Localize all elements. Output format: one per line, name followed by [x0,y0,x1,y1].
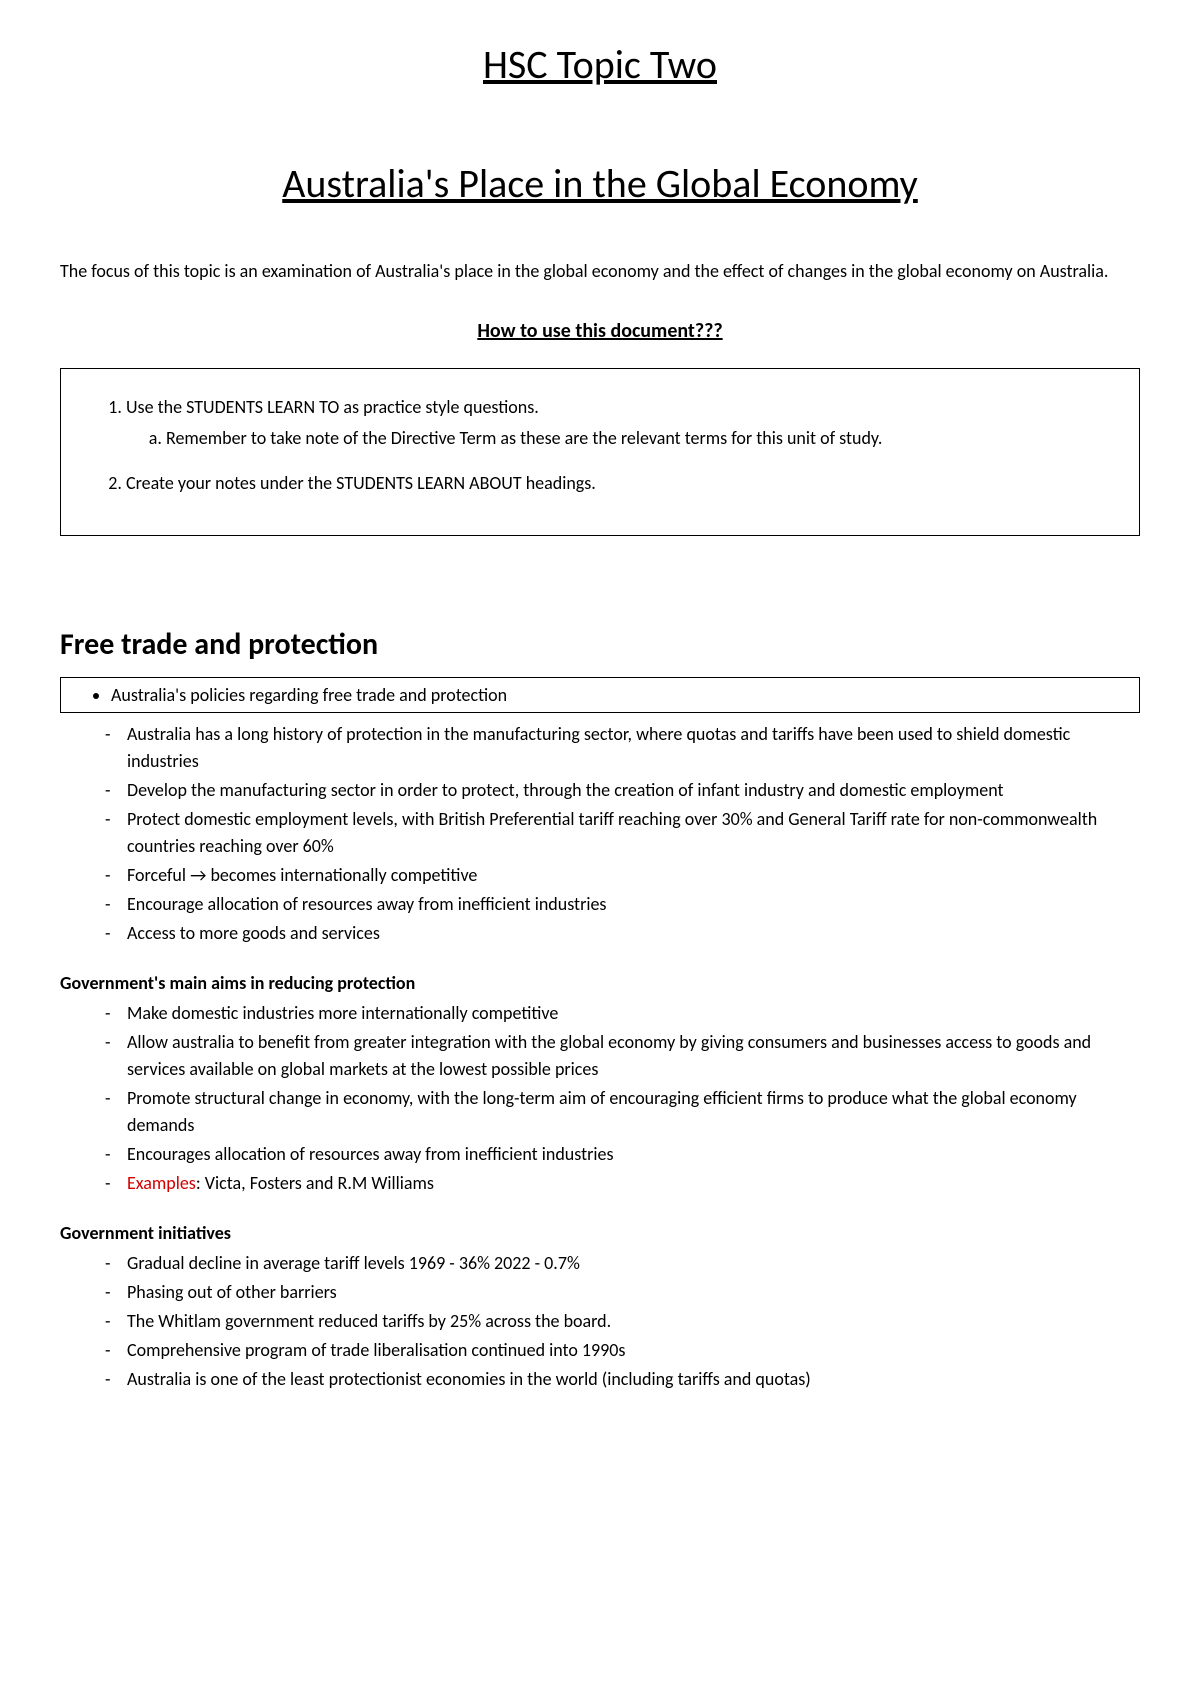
policy-points-list: Australia has a long history of protecti… [60,721,1140,947]
initiatives-heading: Government initiatives [60,1222,1140,1244]
policy-box: Australia's policies regarding free trad… [60,677,1140,713]
list-item: Australia is one of the least protection… [105,1366,1140,1393]
main-title: Australia's Place in the Global Economy [60,159,1140,208]
aims-list: Make domestic industries more internatio… [60,1000,1140,1197]
list-item: Australia has a long history of protecti… [105,721,1140,775]
policy-bullet: Australia's policies regarding free trad… [111,684,1129,706]
list-item: Access to more goods and services [105,920,1140,947]
howto-item-2: Create your notes under the STUDENTS LEA… [126,470,1114,497]
list-item: Encourages allocation of resources away … [105,1141,1140,1168]
initiatives-list: Gradual decline in average tariff levels… [60,1250,1140,1393]
list-item: Encourage allocation of resources away f… [105,891,1140,918]
list-item: The Whitlam government reduced tariffs b… [105,1308,1140,1335]
list-item: Promote structural change in economy, wi… [105,1085,1140,1139]
list-item: Develop the manufacturing sector in orde… [105,777,1140,804]
howto-item-1: Use the STUDENTS LEARN TO as practice st… [126,394,1114,452]
list-item: Phasing out of other barriers [105,1279,1140,1306]
topic-title: HSC Topic Two [60,40,1140,89]
list-item: Allow australia to benefit from greater … [105,1029,1140,1083]
examples-label: Examples [127,1172,196,1194]
intro-paragraph: The focus of this topic is an examinatio… [60,258,1140,284]
list-item: Comprehensive program of trade liberalis… [105,1337,1140,1364]
list-item: Protect domestic employment levels, with… [105,806,1140,860]
howto-heading: How to use this document??? [60,319,1140,343]
howto-item-1-text: Use the STUDENTS LEARN TO as practice st… [126,396,539,418]
aims-heading: Government's main aims in reducing prote… [60,972,1140,994]
howto-box: Use the STUDENTS LEARN TO as practice st… [60,368,1140,536]
list-item-examples: Examples: Victa, Fosters and R.M William… [105,1170,1140,1197]
list-item: Gradual decline in average tariff levels… [105,1250,1140,1277]
examples-text: : Victa, Fosters and R.M Williams [196,1172,434,1194]
list-item: Forceful → becomes internationally compe… [105,862,1140,889]
howto-item-1a: Remember to take note of the Directive T… [166,425,1114,452]
section-heading-free-trade: Free trade and protection [60,626,1140,663]
list-item: Make domestic industries more internatio… [105,1000,1140,1027]
